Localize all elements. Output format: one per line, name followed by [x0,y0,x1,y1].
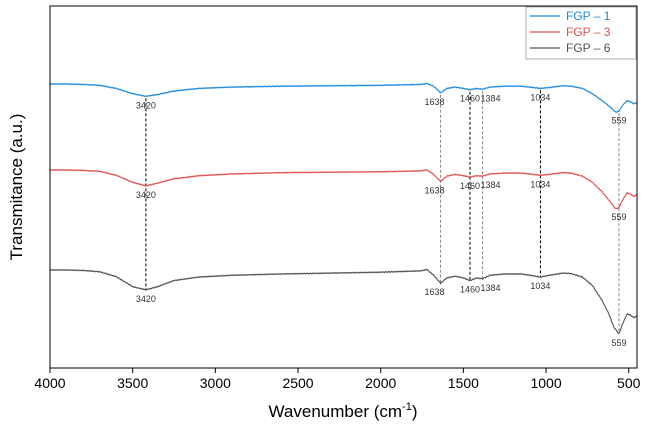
x-axis-title: Wavenumber (cm-1) [269,401,418,421]
x-axis-ticks: 4000 3500 3000 2500 2000 1500 1000 500 [34,368,641,391]
x-tick-label: 1500 [448,375,479,391]
x-tick-label: 2000 [365,375,396,391]
x-tick-label: 1000 [530,375,561,391]
legend: FGP – 1 FGP – 3 FGP – 6 [525,6,637,60]
series-line-2 [49,168,638,210]
legend-label: FGP – 6 [566,41,611,55]
peak-label: 1460 [460,285,480,295]
x-axis-title-sup: -1 [402,401,412,413]
plot-frame [49,5,638,369]
x-tick-label: 3000 [200,375,231,391]
peak-label: 1638 [425,97,445,107]
peak-label: 1034 [530,281,550,291]
peak-label: 1638 [425,185,445,195]
peak-label: 1460 [460,94,480,104]
peak-label: 3420 [136,190,156,200]
peak-label: 1638 [425,287,445,297]
peak-label: 1384 [481,93,501,103]
x-axis-title-main: Wavenumber (cm [269,402,403,421]
x-tick-label: 3500 [117,375,148,391]
peak-label: 559 [611,212,626,222]
x-tick-label: 2500 [282,375,313,391]
peak-label: 559 [611,115,626,125]
x-tick-label: 500 [617,375,641,391]
peak-label: 3420 [136,294,156,304]
peak-label: 1460 [460,181,480,191]
peak-label: 1384 [481,180,501,190]
peak-label: 559 [611,338,626,348]
y-axis-title: Transmitance (a.u.) [7,114,26,261]
series-layer [49,82,638,335]
reference-lines [145,90,620,334]
series-line-3 [49,268,638,335]
peak-label: 3420 [136,100,156,110]
legend-label: FGP – 3 [566,25,611,39]
peak-label: 1384 [481,283,501,293]
x-tick-label: 4000 [34,375,65,391]
peak-label: 1034 [530,179,550,189]
series-line-1 [49,82,638,113]
legend-label: FGP – 1 [566,9,611,23]
peak-label: 1034 [530,92,550,102]
x-axis-title-close: ) [412,402,418,421]
